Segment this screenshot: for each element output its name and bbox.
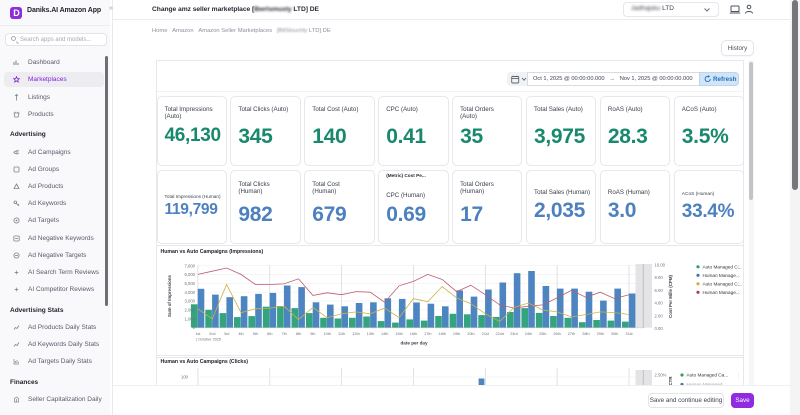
svg-text:⋮: ⋮ bbox=[736, 265, 741, 271]
svg-text:10th: 10th bbox=[324, 332, 331, 336]
svg-text:7th: 7th bbox=[281, 332, 286, 336]
svg-text:| October 2025: | October 2025 bbox=[196, 338, 221, 342]
svg-text:2.00: 2.00 bbox=[655, 313, 664, 318]
svg-text:3rd: 3rd bbox=[224, 332, 230, 336]
svg-text:21st: 21st bbox=[482, 332, 490, 336]
svg-text:Human Manage...: Human Manage... bbox=[703, 273, 740, 278]
svg-text:24th: 24th bbox=[525, 332, 532, 336]
svg-text:15th: 15th bbox=[395, 332, 402, 336]
svg-text:Human Managed...: Human Managed... bbox=[687, 382, 727, 386]
svg-text:9th: 9th bbox=[310, 332, 315, 336]
svg-text:25th: 25th bbox=[539, 332, 546, 336]
svg-text:16th: 16th bbox=[410, 332, 417, 336]
svg-text:28th: 28th bbox=[582, 332, 589, 336]
svg-text:14th: 14th bbox=[381, 332, 388, 336]
svg-text:20th: 20th bbox=[467, 332, 474, 336]
svg-text:6,000: 6,000 bbox=[185, 272, 196, 277]
svg-text:Auto Managed C...: Auto Managed C... bbox=[703, 265, 742, 270]
svg-text:Human Manage...: Human Manage... bbox=[703, 290, 740, 295]
svg-text:31st: 31st bbox=[625, 332, 633, 336]
svg-text:7,000: 7,000 bbox=[185, 263, 196, 268]
svg-text:1,000: 1,000 bbox=[185, 316, 196, 321]
svg-text:Auto Managed Ca...: Auto Managed Ca... bbox=[687, 372, 729, 377]
svg-text:2nd: 2nd bbox=[209, 332, 215, 336]
svg-text:Sum of Impressions: Sum of Impressions bbox=[167, 274, 172, 317]
svg-text:12th: 12th bbox=[352, 332, 359, 336]
svg-text:22nd: 22nd bbox=[495, 332, 503, 336]
svg-text:⋮: ⋮ bbox=[736, 290, 741, 296]
svg-text:date per day: date per day bbox=[400, 341, 428, 346]
svg-text:0: 0 bbox=[193, 325, 196, 330]
svg-text:5th: 5th bbox=[253, 332, 258, 336]
svg-text:100: 100 bbox=[181, 374, 189, 379]
svg-text:2.50%: 2.50% bbox=[655, 372, 667, 377]
svg-text:5,000: 5,000 bbox=[185, 281, 196, 286]
svg-text:19th: 19th bbox=[453, 332, 460, 336]
svg-text:0.00: 0.00 bbox=[655, 326, 664, 331]
svg-text:3,000: 3,000 bbox=[185, 299, 196, 304]
svg-text:1st: 1st bbox=[195, 332, 201, 336]
svg-text:4th: 4th bbox=[238, 332, 243, 336]
svg-text:29th: 29th bbox=[597, 332, 604, 336]
svg-text:11th: 11th bbox=[338, 332, 345, 336]
svg-text:Auto Managed C...: Auto Managed C... bbox=[703, 282, 742, 287]
svg-text:6th: 6th bbox=[267, 332, 272, 336]
svg-text:10.00: 10.00 bbox=[655, 262, 666, 267]
svg-text:30th: 30th bbox=[611, 332, 618, 336]
svg-text:Cost Per Mille (CPM): Cost Per Mille (CPM) bbox=[668, 274, 673, 317]
svg-text:⋮: ⋮ bbox=[736, 282, 741, 288]
svg-text:⋮: ⋮ bbox=[736, 372, 741, 378]
svg-text:⋮: ⋮ bbox=[736, 273, 741, 279]
svg-text:8.00: 8.00 bbox=[655, 275, 664, 280]
svg-text:27th: 27th bbox=[568, 332, 575, 336]
svg-text:17th: 17th bbox=[424, 332, 431, 336]
svg-text:4.00: 4.00 bbox=[655, 301, 664, 306]
svg-text:26th: 26th bbox=[553, 332, 560, 336]
svg-text:CTR: CTR bbox=[668, 375, 673, 385]
svg-text:18th: 18th bbox=[439, 332, 446, 336]
svg-text:13th: 13th bbox=[367, 332, 374, 336]
svg-text:6.00: 6.00 bbox=[655, 288, 664, 293]
svg-text:23rd: 23rd bbox=[510, 332, 518, 336]
svg-text:4,000: 4,000 bbox=[185, 290, 196, 295]
svg-text:2,000: 2,000 bbox=[185, 307, 196, 312]
svg-text:8th: 8th bbox=[296, 332, 301, 336]
